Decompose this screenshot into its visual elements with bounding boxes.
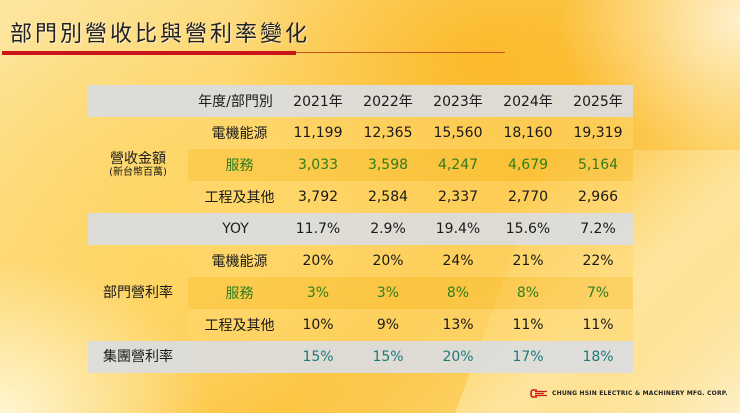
value-cell: 3,033 bbox=[283, 149, 353, 181]
revenue-group-title: 營收金額 bbox=[110, 150, 166, 167]
value-cell: 4,247 bbox=[423, 149, 493, 181]
value-cell: 18% bbox=[563, 341, 633, 373]
value-cell: 20% bbox=[353, 245, 423, 277]
value-cell: 11% bbox=[563, 309, 633, 341]
category-cell: 工程及其他 bbox=[188, 309, 283, 341]
category-cell: 工程及其他 bbox=[188, 181, 283, 213]
value-cell: 8% bbox=[493, 277, 563, 309]
value-cell: 24% bbox=[423, 245, 493, 277]
revenue-group-label: 營收金額 (新台幣百萬) bbox=[88, 117, 188, 213]
table-header-row: 年度/部門別 2021年 2022年 2023年 2024年 2025年 bbox=[88, 85, 633, 117]
value-cell: 15% bbox=[283, 341, 353, 373]
value-cell: 3% bbox=[283, 277, 353, 309]
value-cell: 15.6% bbox=[493, 213, 563, 245]
revenue-margin-table: 年度/部門別 2021年 2022年 2023年 2024年 2025年 營收金… bbox=[88, 85, 633, 373]
group-margin-label: 集團營利率 bbox=[88, 341, 188, 373]
table-row-margin-engineering: 工程及其他 10% 9% 13% 11% 11% bbox=[88, 309, 633, 341]
value-cell: 19,319 bbox=[563, 117, 633, 149]
header-year-2021: 2021年 bbox=[283, 85, 353, 117]
value-cell: 17% bbox=[493, 341, 563, 373]
header-year-2024: 2024年 bbox=[493, 85, 563, 117]
title-underline-thick bbox=[2, 51, 296, 55]
value-cell: 7% bbox=[563, 277, 633, 309]
value-cell: 8% bbox=[423, 277, 493, 309]
value-cell: 2,337 bbox=[423, 181, 493, 213]
value-cell: 2,584 bbox=[353, 181, 423, 213]
header-year-2022: 2022年 bbox=[353, 85, 423, 117]
value-cell: 2.9% bbox=[353, 213, 423, 245]
value-cell: 11.7% bbox=[283, 213, 353, 245]
value-cell: 11,199 bbox=[283, 117, 353, 149]
category-cell: 電機能源 bbox=[188, 245, 283, 277]
value-cell: 21% bbox=[493, 245, 563, 277]
value-cell: 10% bbox=[283, 309, 353, 341]
value-cell: 2,770 bbox=[493, 181, 563, 213]
value-cell: 3% bbox=[353, 277, 423, 309]
value-cell: 22% bbox=[563, 245, 633, 277]
value-cell: 5,164 bbox=[563, 149, 633, 181]
margin-group-label: 部門營利率 bbox=[103, 284, 173, 301]
value-cell: 13% bbox=[423, 309, 493, 341]
value-cell: 3,598 bbox=[353, 149, 423, 181]
title-underline-thin bbox=[296, 52, 505, 53]
table-row-margin-service: 服務 3% 3% 8% 8% 7% bbox=[88, 277, 633, 309]
footer-logo: CHUNG HSIN ELECTRIC & MACHINERY MFG. COR… bbox=[530, 389, 728, 398]
header-group-cell bbox=[88, 85, 188, 117]
company-name: CHUNG HSIN ELECTRIC & MACHINERY MFG. COR… bbox=[552, 390, 728, 397]
header-category-cell: 年度/部門別 bbox=[188, 85, 283, 117]
value-cell: 9% bbox=[353, 309, 423, 341]
value-cell: 15,560 bbox=[423, 117, 493, 149]
value-cell: 18,160 bbox=[493, 117, 563, 149]
value-cell: 20% bbox=[423, 341, 493, 373]
value-cell: 19.4% bbox=[423, 213, 493, 245]
value-cell: 4,679 bbox=[493, 149, 563, 181]
value-cell: 15% bbox=[353, 341, 423, 373]
value-cell: 2,966 bbox=[563, 181, 633, 213]
value-cell: 3,792 bbox=[283, 181, 353, 213]
revenue-group-unit: (新台幣百萬) bbox=[109, 167, 167, 179]
table-row-margin-power: 部門營利率 電機能源 20% 20% 24% 21% 22% bbox=[88, 245, 633, 301]
yoy-group-cell bbox=[88, 213, 188, 245]
yoy-label: YOY bbox=[188, 213, 283, 245]
category-cell: 電機能源 bbox=[188, 117, 283, 149]
header-year-2025: 2025年 bbox=[563, 85, 633, 117]
category-cell: 服務 bbox=[188, 149, 283, 181]
value-cell: 20% bbox=[283, 245, 353, 277]
value-cell: 12,365 bbox=[353, 117, 423, 149]
slide-title: 部門別營收比與營利率變化 bbox=[10, 22, 311, 47]
value-cell: 7.2% bbox=[563, 213, 633, 245]
table-row-revenue-service: 服務 3,033 3,598 4,247 4,679 5,164 bbox=[88, 149, 633, 181]
table-row-revenue-power: 營收金額 (新台幣百萬) 電機能源 11,199 12,365 15,560 1… bbox=[88, 117, 633, 178]
table-row-revenue-engineering: 工程及其他 3,792 2,584 2,337 2,770 2,966 bbox=[88, 181, 633, 213]
header-year-2023: 2023年 bbox=[423, 85, 493, 117]
table-row-yoy: YOY 11.7% 2.9% 19.4% 15.6% 7.2% bbox=[88, 213, 633, 245]
table-row-group-margin: 集團營利率 15% 15% 20% 17% 18% bbox=[88, 341, 633, 373]
category-cell: 服務 bbox=[188, 277, 283, 309]
chung-hsin-logo-icon bbox=[530, 389, 547, 398]
value-cell: 11% bbox=[493, 309, 563, 341]
group-margin-empty-cell bbox=[188, 341, 283, 373]
